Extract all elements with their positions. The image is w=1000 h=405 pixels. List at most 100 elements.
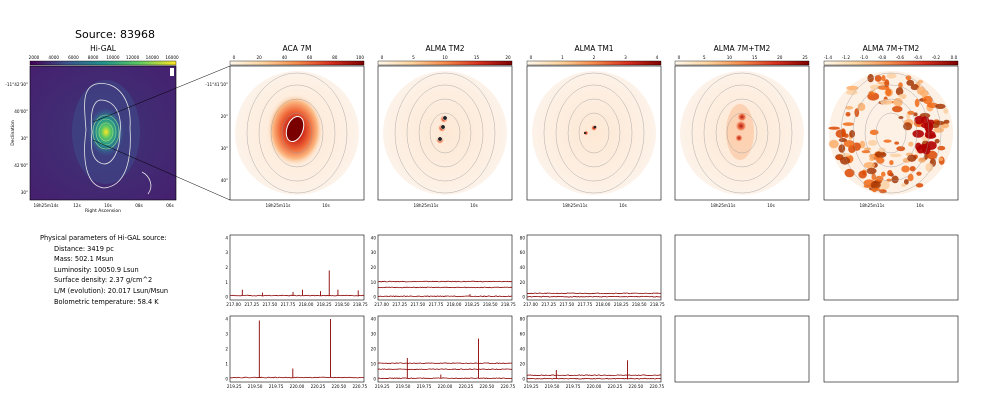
colorbar	[823, 60, 959, 66]
parameter-line: Surface density: 2.37 g/cm^2	[54, 276, 153, 285]
tick-label: 0	[522, 295, 525, 300]
panel-title: ACA 7M	[283, 44, 312, 53]
tick-label: 10s	[322, 203, 330, 208]
panel-title: ALMA 7M+TM2	[863, 44, 920, 53]
spectrum-line	[377, 368, 513, 371]
x-tick-labels: 18h25m11s 10s	[711, 203, 775, 208]
panel-higal: Hi-GAL 2000 4000 6000 8000 10000 12000 14000 16…	[5, 44, 231, 214]
noise-blob	[933, 120, 946, 126]
noise-blob	[843, 140, 855, 148]
tick-label: 80	[520, 235, 526, 240]
noise-blob	[846, 85, 859, 91]
tick-label: 10s	[767, 203, 775, 208]
tick-label: 217.25	[244, 302, 259, 307]
noise-blob	[934, 138, 940, 144]
noise-blob	[943, 108, 949, 114]
tick-label: 8000	[88, 55, 99, 60]
noise-blob	[908, 141, 914, 147]
spectrum-line	[526, 374, 662, 377]
noise-blob	[886, 73, 897, 79]
tick-label: -0.8	[878, 55, 887, 60]
y-tick-labels: -11°41'10" 20" 30" 40"	[205, 82, 228, 183]
tick-label: 10s	[104, 203, 112, 208]
noise-blob	[922, 144, 931, 155]
colorbar-ticks: -1.4 -1.2 -1.0 -0.8 -0.6 -0.4 -0.2 0.0	[824, 55, 958, 60]
tick-label: 15	[752, 55, 758, 60]
tick-label: 0	[225, 295, 228, 300]
contours	[394, 72, 496, 194]
noise-blob	[878, 147, 886, 153]
noise-blob	[857, 102, 866, 111]
noise-blob	[903, 178, 909, 185]
noise-blob	[845, 111, 851, 117]
tick-label: 18h25m11s	[563, 203, 588, 208]
panel-title: ALMA TM2	[425, 44, 464, 53]
spectrum-panel: 0 1 2 3 4 219.25 219.50 219.75 220.00 220.25 220.5…	[225, 315, 367, 389]
tick-label: 219.75	[417, 384, 432, 389]
y-axis-label: Declination	[10, 120, 16, 146]
tick-label: 25	[802, 55, 808, 60]
spectrum-line	[377, 362, 513, 365]
noise-blob	[891, 175, 899, 184]
tick-label: 18h25m11s	[711, 203, 736, 208]
noise-blob	[938, 157, 944, 161]
tick-label: 220.25	[608, 384, 623, 389]
tick-label: 80	[520, 317, 526, 322]
tick-label: 220.00	[290, 384, 305, 389]
colorbar	[674, 60, 810, 66]
tick-label: 08s	[135, 203, 143, 208]
tick-label: 219.50	[545, 384, 560, 389]
x-tick-labels: 18h25m11s 10s	[266, 203, 330, 208]
tick-label: 20	[257, 55, 263, 60]
tick-label: 10s	[619, 203, 627, 208]
tick-label: 219.25	[375, 384, 390, 389]
tick-label: 20	[520, 280, 526, 285]
noise-blob	[846, 89, 858, 95]
noise-blob	[914, 115, 924, 125]
noise-blob	[935, 103, 946, 110]
tick-label: 2	[225, 347, 228, 352]
noise-blob	[917, 79, 924, 84]
noise-blob	[858, 170, 867, 179]
noise-blob	[836, 155, 842, 160]
noise-blob	[916, 86, 926, 95]
tick-label: 219.75	[269, 384, 284, 389]
noise-blob	[905, 75, 912, 81]
tick-label: 218.00	[596, 302, 611, 307]
tick-label: 219.50	[396, 384, 411, 389]
noise-blob	[907, 154, 917, 162]
tick-label: 30	[371, 332, 377, 337]
tick-label: 1	[225, 280, 228, 285]
x-tick-labels: 18h25m11s 10s	[414, 203, 478, 208]
tick-label: 60	[307, 55, 313, 60]
noise-blob	[874, 151, 887, 158]
panel-alma-tm2: ALMA TM2 0 5 10 15 20 18h25m11s 10s	[377, 44, 513, 208]
tick-label: 218.75	[353, 302, 368, 307]
contours	[840, 72, 942, 194]
noise-blob	[889, 160, 894, 166]
tick-label: 219.25	[227, 384, 242, 389]
tick-label: 20"	[221, 114, 228, 119]
tick-label: 219.50	[248, 384, 263, 389]
tick-label: -1.2	[842, 55, 851, 60]
empty-panel	[823, 315, 959, 383]
noise-blob	[840, 128, 846, 137]
noise-blob	[870, 187, 881, 192]
noise-blob	[868, 139, 878, 146]
tick-label: 40	[520, 347, 526, 352]
tick-label: 217.50	[263, 302, 278, 307]
noise-blob	[887, 170, 893, 176]
tick-label: 5	[412, 55, 415, 60]
noise-blob	[863, 161, 875, 169]
noise-blob	[828, 139, 839, 149]
tick-label: 217.75	[429, 302, 444, 307]
noise-blob	[844, 168, 855, 178]
parameter-line: Luminosity: 10050.9 Lsun	[54, 265, 139, 274]
zoom-line	[92, 139, 231, 201]
tick-label: -1.4	[824, 55, 833, 60]
tick-label: 0	[381, 55, 384, 60]
noise-blob	[909, 166, 916, 172]
tick-label: 12s	[73, 203, 81, 208]
